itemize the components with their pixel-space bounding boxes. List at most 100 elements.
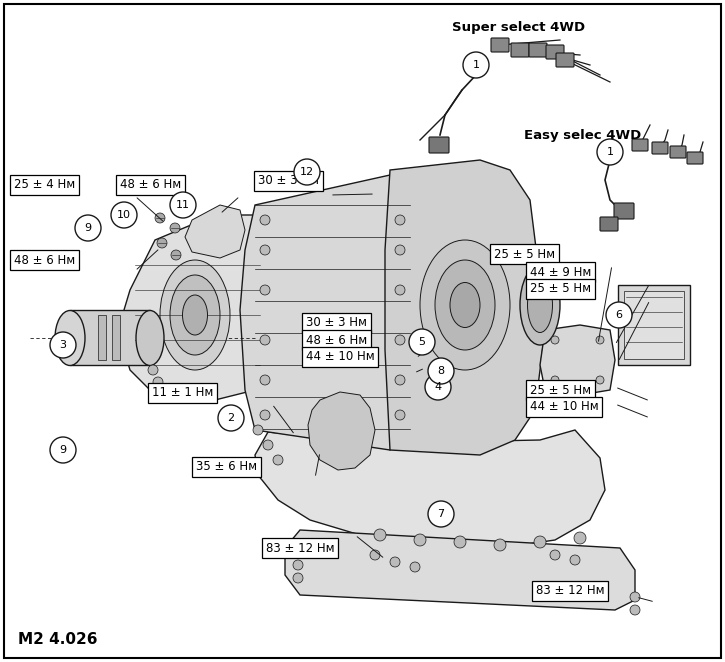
Text: 1: 1 xyxy=(607,147,613,157)
Circle shape xyxy=(395,285,405,295)
Circle shape xyxy=(550,550,560,560)
Circle shape xyxy=(395,335,405,345)
Text: 48 ± 6 Нм: 48 ± 6 Нм xyxy=(120,179,181,191)
Text: 7: 7 xyxy=(437,509,444,519)
Text: 44 ± 10 Нм: 44 ± 10 Нм xyxy=(306,350,375,363)
FancyBboxPatch shape xyxy=(491,38,509,52)
Circle shape xyxy=(463,52,489,78)
Circle shape xyxy=(75,215,101,241)
Text: 8: 8 xyxy=(437,366,444,376)
Ellipse shape xyxy=(520,265,560,345)
Circle shape xyxy=(260,375,270,385)
FancyBboxPatch shape xyxy=(529,43,547,57)
Text: 4: 4 xyxy=(434,382,442,392)
Text: 3: 3 xyxy=(59,340,67,350)
Circle shape xyxy=(218,405,244,431)
Circle shape xyxy=(570,555,580,565)
Polygon shape xyxy=(308,392,375,470)
Ellipse shape xyxy=(528,277,552,332)
Circle shape xyxy=(597,139,623,165)
Text: 25 ± 5 Нм: 25 ± 5 Нм xyxy=(530,283,591,295)
Circle shape xyxy=(494,539,506,551)
Text: 83 ± 12 Нм: 83 ± 12 Нм xyxy=(536,585,605,598)
Circle shape xyxy=(148,365,158,375)
Circle shape xyxy=(410,562,420,572)
Text: 44 ± 10 Нм: 44 ± 10 Нм xyxy=(530,401,599,414)
Text: 44 ± 9 Нм: 44 ± 9 Нм xyxy=(530,265,592,279)
Polygon shape xyxy=(185,205,245,258)
Ellipse shape xyxy=(170,275,220,355)
Circle shape xyxy=(574,532,586,544)
Text: 12: 12 xyxy=(300,167,314,177)
Circle shape xyxy=(630,592,640,602)
Circle shape xyxy=(454,536,466,548)
Circle shape xyxy=(606,302,632,328)
Circle shape xyxy=(395,375,405,385)
Ellipse shape xyxy=(183,295,207,335)
Circle shape xyxy=(260,410,270,420)
Circle shape xyxy=(260,245,270,255)
Text: 1: 1 xyxy=(473,60,479,70)
FancyBboxPatch shape xyxy=(511,43,529,57)
Text: 10: 10 xyxy=(117,210,131,220)
Circle shape xyxy=(50,332,76,358)
Text: 25 ± 5 Нм: 25 ± 5 Нм xyxy=(530,383,591,397)
Circle shape xyxy=(414,534,426,546)
Circle shape xyxy=(170,192,196,218)
Circle shape xyxy=(263,440,273,450)
Circle shape xyxy=(260,215,270,225)
Circle shape xyxy=(157,238,167,248)
Circle shape xyxy=(293,573,303,583)
Circle shape xyxy=(428,501,454,527)
Circle shape xyxy=(273,455,283,465)
Polygon shape xyxy=(118,215,275,400)
Circle shape xyxy=(370,550,380,560)
Circle shape xyxy=(596,336,604,344)
Text: Super select 4WD: Super select 4WD xyxy=(452,21,585,34)
Polygon shape xyxy=(540,325,615,395)
Circle shape xyxy=(395,215,405,225)
Ellipse shape xyxy=(450,283,480,328)
Circle shape xyxy=(260,285,270,295)
Circle shape xyxy=(294,159,320,185)
Polygon shape xyxy=(285,530,635,610)
Text: 83 ± 12 Нм: 83 ± 12 Нм xyxy=(266,542,335,555)
Text: 30 ± 3 Нм: 30 ± 3 Нм xyxy=(258,175,319,187)
Polygon shape xyxy=(385,160,545,455)
Circle shape xyxy=(374,529,386,541)
Ellipse shape xyxy=(136,310,164,365)
Circle shape xyxy=(534,536,546,548)
Ellipse shape xyxy=(160,260,230,370)
FancyBboxPatch shape xyxy=(429,137,449,153)
Ellipse shape xyxy=(55,310,85,365)
Ellipse shape xyxy=(435,260,495,350)
Polygon shape xyxy=(255,430,605,548)
Circle shape xyxy=(390,557,400,567)
Text: Easy selec 4WD: Easy selec 4WD xyxy=(524,128,641,142)
Polygon shape xyxy=(240,175,415,450)
Circle shape xyxy=(171,250,181,260)
Ellipse shape xyxy=(420,240,510,370)
Text: 2: 2 xyxy=(228,413,235,423)
Text: 11 ± 1 Нм: 11 ± 1 Нм xyxy=(152,387,213,399)
Circle shape xyxy=(155,213,165,223)
Text: 9: 9 xyxy=(59,445,67,455)
Circle shape xyxy=(253,425,263,435)
Circle shape xyxy=(551,336,559,344)
Bar xyxy=(112,315,120,360)
Circle shape xyxy=(111,202,137,228)
FancyBboxPatch shape xyxy=(600,217,618,231)
Bar xyxy=(98,315,106,360)
Text: 5: 5 xyxy=(418,337,426,347)
Text: 35 ± 6 Нм: 35 ± 6 Нм xyxy=(196,461,257,473)
Circle shape xyxy=(409,329,435,355)
Circle shape xyxy=(596,376,604,384)
FancyBboxPatch shape xyxy=(670,146,686,158)
Circle shape xyxy=(395,245,405,255)
Text: 6: 6 xyxy=(616,310,623,320)
FancyBboxPatch shape xyxy=(687,152,703,164)
Text: 30 ± 3 Нм: 30 ± 3 Нм xyxy=(306,316,367,330)
Text: 11: 11 xyxy=(176,200,190,210)
Circle shape xyxy=(551,376,559,384)
Text: 25 ± 5 Нм: 25 ± 5 Нм xyxy=(494,248,555,261)
